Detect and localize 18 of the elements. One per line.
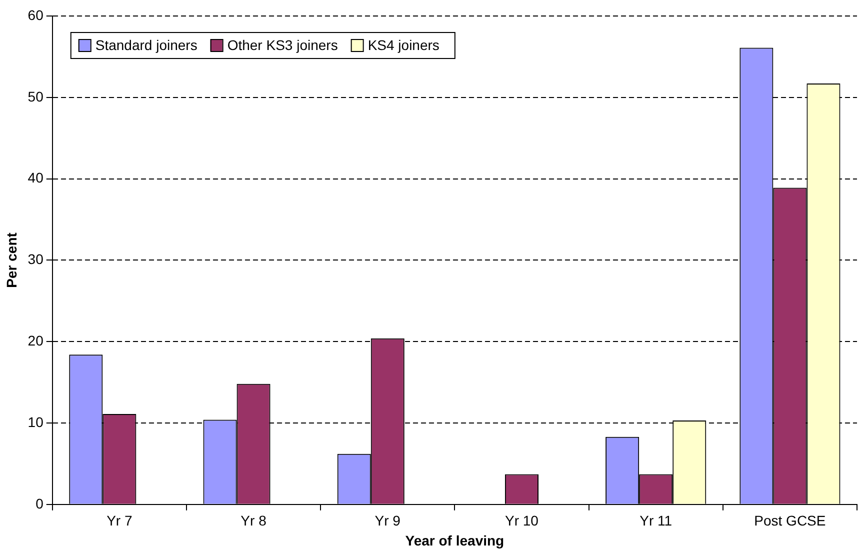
y-axis-title: Per cent [3, 232, 20, 288]
legend-label: Standard joiners [95, 36, 198, 53]
x-axis-title: Year of leaving [405, 532, 504, 548]
legend-label: Other KS3 joiners [227, 36, 338, 53]
x-tick-label: Yr 10 [505, 512, 539, 529]
y-tick-label: 30 [28, 251, 44, 268]
x-tick-label: Yr 11 [640, 512, 672, 529]
x-tick-label: Yr 9 [374, 512, 401, 529]
y-tick-label: 0 [36, 495, 44, 512]
y-tick-label: 10 [28, 414, 44, 430]
x-tick-label: Post GCSE [754, 512, 826, 529]
y-tick-label: 50 [28, 88, 44, 104]
y-tick-label: 40 [28, 170, 44, 186]
y-tick-label: 60 [28, 6, 44, 23]
legend-label: KS4 joiners [368, 36, 440, 53]
x-tick-label: Yr 8 [240, 512, 267, 529]
y-tick-label: 20 [28, 332, 44, 348]
x-tick-label: Yr 7 [106, 512, 132, 529]
